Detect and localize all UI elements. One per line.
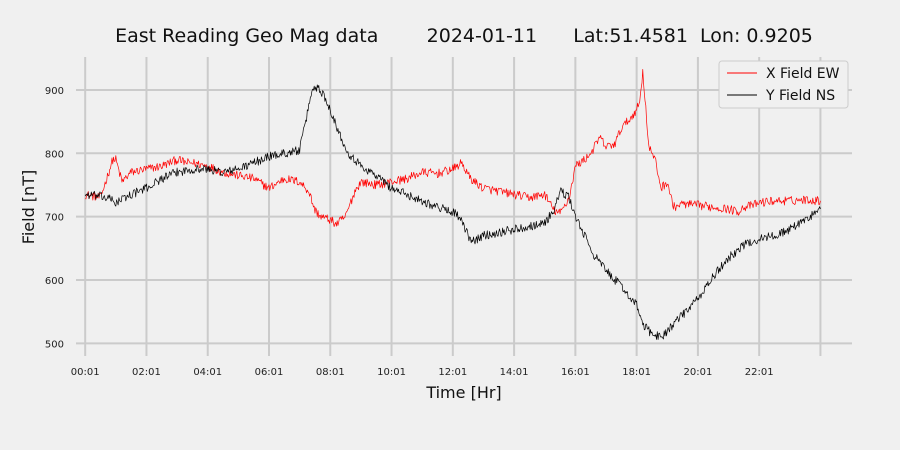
x-axis-label: Time [Hr] xyxy=(425,383,501,402)
x-tick-labels: 00:01 02:01 04:01 06:01 08:01 10:01 12:01 14:01… xyxy=(71,367,774,378)
x-tick-label: 14:01 xyxy=(500,367,529,378)
x-tick-label: 22:01 xyxy=(745,367,774,378)
series-line-x-field xyxy=(85,69,821,227)
x-tick-label: 04:01 xyxy=(193,367,222,378)
y-tick-label: 600 xyxy=(45,276,64,287)
x-tick-label: 06:01 xyxy=(255,367,284,378)
y-tick-label: 800 xyxy=(45,149,64,160)
x-tick-label: 00:01 xyxy=(71,367,100,378)
y-tick-label: 500 xyxy=(45,339,64,350)
grid xyxy=(76,57,852,356)
legend-label-y-field: Y Field NS xyxy=(765,88,835,104)
legend: X Field EW Y Field NS xyxy=(718,60,849,109)
y-tick-label: 900 xyxy=(45,86,64,97)
x-tick-label: 12:01 xyxy=(438,367,467,378)
x-tick-label: 08:01 xyxy=(316,367,345,378)
x-tick-label: 18:01 xyxy=(622,367,651,378)
legend-label-x-field: X Field EW xyxy=(766,66,840,82)
x-tick-label: 16:01 xyxy=(561,367,590,378)
x-tick-label: 10:01 xyxy=(377,367,406,378)
y-tick-label: 700 xyxy=(45,213,64,224)
series-line-y-field xyxy=(84,84,821,340)
y-tick-labels: 500 600 700 800 900 xyxy=(45,86,64,350)
chart-title: East Reading Geo Mag data 2024-01-11 Lat… xyxy=(115,25,813,47)
series-layer xyxy=(84,69,821,340)
x-tick-label: 20:01 xyxy=(683,367,712,378)
x-tick-label: 02:01 xyxy=(132,367,161,378)
y-axis-label: Field [nT] xyxy=(19,170,38,244)
